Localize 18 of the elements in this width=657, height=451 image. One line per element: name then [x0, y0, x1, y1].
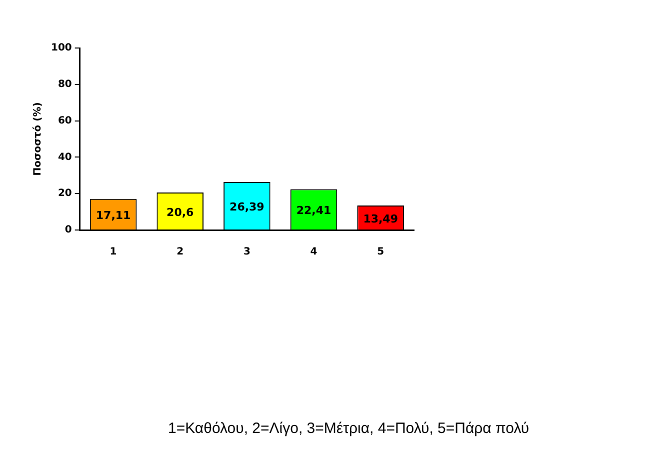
y-tick-label: 40	[58, 152, 72, 163]
y-tick-label: 100	[51, 42, 72, 54]
x-tick-label: 1	[110, 246, 117, 258]
y-tick-label: 20	[58, 188, 72, 200]
y-tick-label: 60	[58, 115, 72, 126]
x-tick-label: 5	[377, 246, 384, 258]
data-label: 13,49	[363, 212, 398, 226]
data-label: 22,41	[296, 204, 332, 218]
data-label: 26,39	[230, 200, 264, 214]
y-tick-label: 0	[64, 224, 72, 236]
y-tick-label: 80	[58, 78, 72, 90]
data-label: 17,11	[96, 209, 131, 222]
x-tick-label: 2	[176, 246, 184, 258]
x-tick-label: 3	[243, 246, 250, 258]
x-tick-label: 4	[310, 246, 318, 258]
y-axis-title: Ποσοστό (%)	[32, 102, 44, 176]
data-label: 20,6	[166, 206, 194, 219]
text: 1=Καθόλου, 2=Λίγο, 3=Μέτρια, 4=Πολύ, 5=Πάρα πολύ	[168, 420, 530, 437]
